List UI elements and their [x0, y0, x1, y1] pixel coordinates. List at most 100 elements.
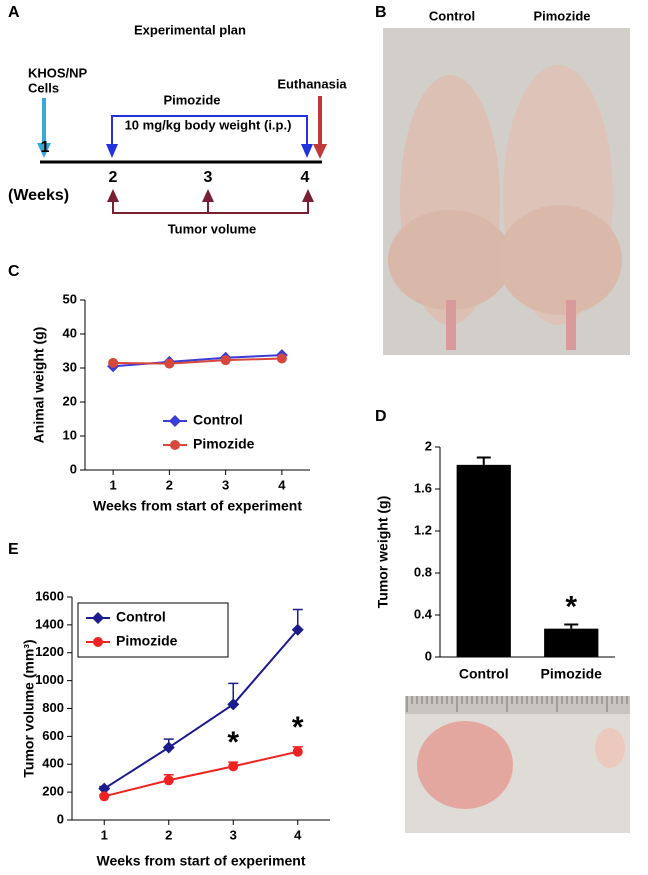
- x-tick-label: 3: [222, 477, 229, 492]
- panel-label: C: [8, 263, 20, 280]
- point: [98, 782, 111, 795]
- point: [163, 775, 174, 786]
- significance-mark: *: [565, 590, 577, 623]
- plan-title: Experimental plan: [134, 22, 246, 37]
- significance-mark: *: [292, 711, 304, 744]
- treatment-bracket: [111, 115, 308, 148]
- panel-label: E: [8, 541, 19, 558]
- legend-label: Pimozide: [116, 633, 178, 649]
- y-axis-label: Tumor volume (mm³): [21, 639, 37, 777]
- x-tick-label: Pimozide: [541, 666, 603, 682]
- y-tick-label: 40: [63, 325, 77, 340]
- x-axis-label: Weeks from start of experiment: [93, 498, 302, 514]
- panel-label: D: [375, 408, 387, 425]
- arrow-head: [106, 144, 118, 158]
- point: [227, 698, 240, 711]
- y-tick-label: 30: [63, 359, 77, 374]
- mouse: [388, 210, 512, 310]
- point: [164, 358, 175, 369]
- tumor: [595, 728, 625, 768]
- week-label: 2: [109, 169, 118, 186]
- arrow-head: [37, 143, 51, 158]
- y-tick-label: 20: [63, 393, 77, 408]
- plan-diagram: Experimental plan KHOS/NP Cells Euthanas…: [8, 22, 347, 236]
- y-tick-label: 0.8: [414, 564, 432, 579]
- legend-marker: [93, 637, 103, 647]
- panel-label: A: [8, 4, 20, 21]
- x-tick-label: 2: [165, 827, 172, 842]
- tumor-photo: [405, 696, 630, 833]
- x-tick-label: 4: [294, 827, 302, 842]
- y-tick-label: 800: [42, 700, 64, 715]
- legend-marker: [170, 440, 180, 450]
- y-tick-label: 50: [63, 291, 77, 306]
- x-tick-label: 1: [110, 477, 117, 492]
- point: [108, 357, 119, 368]
- arrow-head: [107, 189, 119, 202]
- tail: [446, 300, 456, 350]
- y-tick-label: 600: [42, 728, 64, 743]
- line: [104, 750, 298, 798]
- measure-bracket: [112, 200, 309, 214]
- legend-marker: [92, 612, 104, 624]
- y-tick-label: 10: [63, 427, 77, 442]
- line: [113, 354, 282, 368]
- y-tick-label: 1.6: [414, 480, 432, 495]
- y-tick-label: 2: [425, 438, 432, 453]
- photo-label: Pimozide: [533, 8, 590, 23]
- point: [228, 761, 239, 772]
- line: [113, 357, 282, 365]
- treatment-label: Pimozide: [163, 92, 220, 107]
- week-label: 1: [41, 139, 50, 156]
- legend-box: [77, 602, 229, 658]
- weeks-unit: (Weeks): [8, 187, 69, 204]
- y-tick-label: 400: [42, 756, 64, 771]
- x-tick-label: 1: [101, 827, 108, 842]
- x-tick-label: 4: [278, 477, 286, 492]
- arrow-head: [301, 144, 313, 158]
- significance-mark: *: [227, 726, 239, 759]
- ruler: [405, 696, 630, 714]
- y-axis-label: Animal weight (g): [31, 327, 47, 444]
- error-bar: [476, 456, 491, 465]
- y-tick-label: 0.4: [414, 606, 433, 621]
- legend-marker: [169, 415, 181, 427]
- point: [220, 355, 231, 366]
- point: [162, 741, 175, 754]
- x-axis-label: Weeks from start of experiment: [96, 853, 305, 869]
- mouse: [498, 205, 622, 315]
- start-label: KHOS/NP: [28, 65, 88, 80]
- y-tick-label: 1000: [35, 672, 64, 687]
- mice-photo: Control Pimozide: [383, 8, 630, 355]
- y-tick-label: 0: [70, 461, 77, 476]
- y-tick-label: 1600: [35, 588, 64, 603]
- measure-label: Tumor volume: [168, 221, 257, 236]
- arrow-head: [302, 189, 314, 202]
- error-bar: [564, 623, 579, 629]
- y-tick-label: 1.2: [414, 522, 432, 537]
- arrow-head: [313, 144, 327, 159]
- point: [99, 791, 110, 802]
- panel-label: B: [375, 4, 387, 21]
- week-label: 3: [204, 169, 213, 186]
- tumor: [417, 721, 513, 809]
- photo-label: Control: [429, 8, 475, 23]
- y-tick-label: 0: [425, 648, 432, 663]
- y-axis-label: Tumor weight (g): [375, 496, 391, 609]
- y-tick-label: 1200: [35, 644, 64, 659]
- point: [276, 353, 287, 364]
- legend-label: Pimozide: [193, 436, 255, 452]
- point: [291, 623, 304, 636]
- bar: [544, 628, 599, 657]
- bar: [456, 464, 511, 657]
- end-label: Euthanasia: [277, 76, 347, 91]
- legend-label: Control: [116, 609, 166, 625]
- y-tick-label: 1400: [35, 616, 64, 631]
- arrow-head: [202, 189, 214, 202]
- dose-label: 10 mg/kg body weight (i.p.): [125, 117, 292, 132]
- y-tick-label: 200: [42, 784, 64, 799]
- x-tick-label: 2: [166, 477, 173, 492]
- x-tick-label: 3: [230, 827, 237, 842]
- line: [103, 629, 299, 790]
